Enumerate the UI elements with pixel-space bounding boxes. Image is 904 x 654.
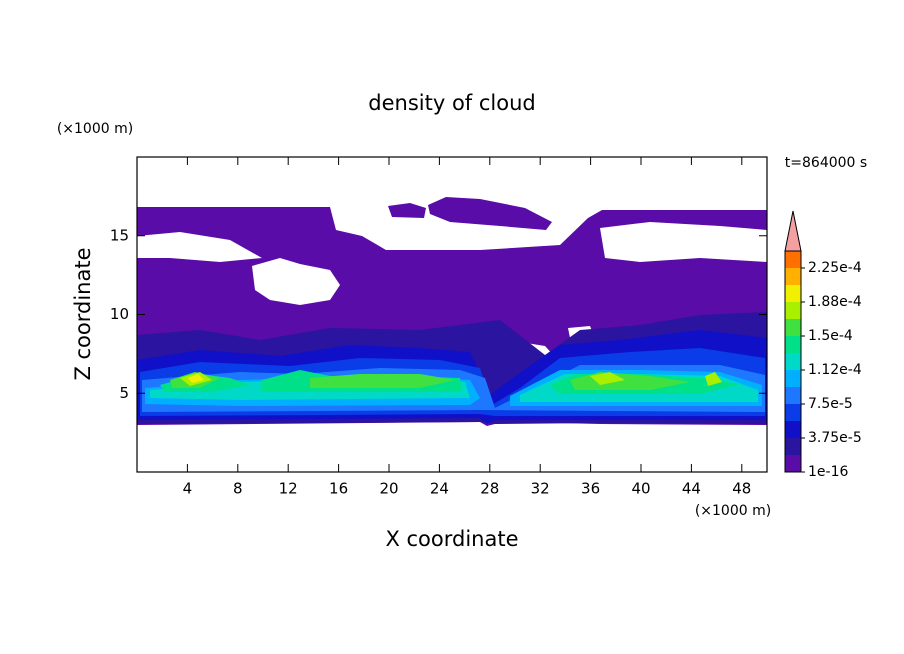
contour-region [388,203,426,218]
time-annotation: t=864000 s [785,155,867,171]
colorbar-tick-label: 1.5e-4 [808,328,853,344]
contour-region [705,372,722,386]
colorbar-segment [785,404,801,421]
colorbar-segment [785,387,801,404]
y-tick-label: 10 [110,305,129,323]
x-tick-label: 44 [682,480,701,498]
x-tick-label: 12 [279,480,298,498]
contour-region [590,372,625,385]
x-axis-label: X coordinate [385,527,518,551]
colorbar-frame [784,250,802,473]
x-tick-label: 8 [233,480,243,498]
axes: 4 8 12 16 20 24 28 32 36 40 44 48510151e-163.75e-57… [110,156,862,498]
x-tick-label: 40 [631,480,650,498]
colorbar-tick-label: 1e-16 [808,464,848,480]
colorbar-tick-label: 1.12e-4 [808,362,862,378]
colorbar-segment [785,251,801,268]
x-tick-label: 24 [430,480,449,498]
empty-region [600,222,767,262]
y-axis-label: Z coordinate [71,247,95,380]
colorbar-segment [785,421,801,438]
colorbar-segment [785,455,801,472]
colorbar-extend [784,210,802,252]
colorbar-segment [785,319,801,336]
colorbar-segment [785,336,801,353]
chart-title: density of cloud [368,91,535,115]
colorbar-segment [785,353,801,370]
contour-region [428,197,552,230]
colorbar-segment [785,370,801,387]
x-tick-label: 36 [581,480,600,498]
colorbar-segment [785,268,801,285]
x-tick-label: 28 [480,480,499,498]
contour-region [188,374,204,383]
x-tick-label: 32 [531,480,550,498]
contour-region [310,374,455,388]
colorbar-tick-label: 7.5e-5 [808,396,853,412]
colorbar-segment [785,438,801,455]
x-tick-label: 48 [732,480,751,498]
y-unit: (×1000 m) [57,121,133,137]
x-tick-label: 4 [183,480,193,498]
colorbar-tick-label: 3.75e-5 [808,430,862,446]
y-tick-label: 5 [119,384,129,402]
y-tick-label: 15 [110,226,129,244]
colorbar-segment [785,285,801,302]
x-tick-label: 20 [379,480,398,498]
contour-field [137,197,767,426]
empty-region [137,232,262,262]
empty-region [252,258,340,305]
colorbar-tick-label: 2.25e-4 [808,260,862,276]
colorbar-segment [785,302,801,319]
colorbar-tick-label: 1.88e-4 [808,294,862,310]
x-unit: (×1000 m) [695,503,771,519]
x-tick-label: 16 [329,480,348,498]
